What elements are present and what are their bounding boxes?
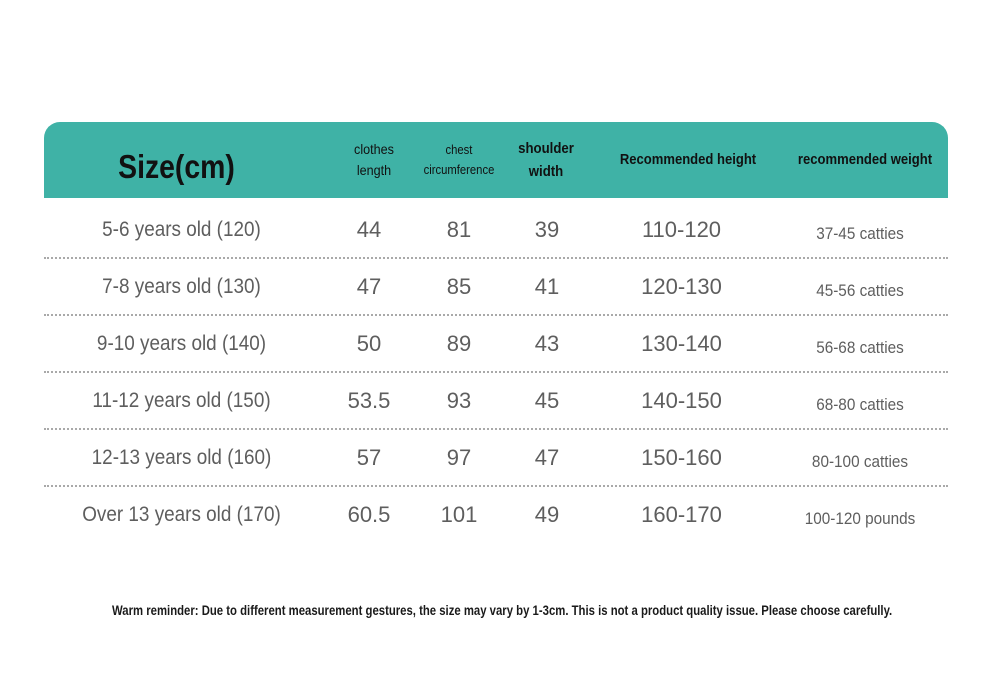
header-shoulder-width: shoulder width xyxy=(507,122,584,198)
cell-height: 110-120 xyxy=(641,216,722,242)
table-row: 11-12 years old (150) 53.5 93 45 140-150… xyxy=(44,373,948,430)
cell-clothes-length: 60.5 xyxy=(347,501,391,527)
cell-shoulder: 43 xyxy=(534,330,560,356)
cell-chest: 101 xyxy=(440,501,478,527)
warm-reminder-note: Warm reminder: Due to different measurem… xyxy=(112,603,893,618)
header-height-label: Recommended height xyxy=(619,152,757,168)
header-clothes-length: clothes length xyxy=(334,122,415,198)
table-row: 7-8 years old (130) 47 85 41 120-130 45-… xyxy=(44,259,948,316)
cell-weight: 56-68 catties xyxy=(816,337,904,357)
header-size: Size(cm) xyxy=(63,122,291,198)
header-chest-circumference: chest circumference xyxy=(414,122,504,198)
cell-shoulder: 49 xyxy=(534,501,560,527)
cell-clothes-length: 57 xyxy=(356,444,382,470)
cell-size: 7-8 years old (130) xyxy=(102,274,261,298)
cell-chest: 81 xyxy=(446,216,472,242)
cell-height: 140-150 xyxy=(641,387,722,413)
size-chart-table: Size(cm) clothes length chest circumfere… xyxy=(44,122,948,544)
header-clothes-length-line1: clothes xyxy=(354,141,394,157)
cell-weight: 45-56 catties xyxy=(816,280,904,300)
cell-height: 120-130 xyxy=(641,273,722,299)
cell-chest: 97 xyxy=(446,444,472,470)
cell-shoulder: 45 xyxy=(534,387,560,413)
cell-chest: 85 xyxy=(446,273,472,299)
cell-weight: 37-45 catties xyxy=(816,223,904,243)
cell-height: 160-170 xyxy=(641,501,722,527)
cell-chest: 93 xyxy=(446,387,472,413)
table-body: 5-6 years old (120) 44 81 39 110-120 37-… xyxy=(44,202,948,544)
header-clothes-length-line2: length xyxy=(356,162,392,178)
table-row: 12-13 years old (160) 57 97 47 150-160 8… xyxy=(44,430,948,487)
cell-shoulder: 47 xyxy=(534,444,560,470)
header-shoulder-line1: shoulder xyxy=(518,140,574,157)
header-chest-line2: circumference xyxy=(423,163,495,177)
header-weight-label: recommended weight xyxy=(797,152,933,168)
table-row: 9-10 years old (140) 50 89 43 130-140 56… xyxy=(44,316,948,373)
cell-size: 12-13 years old (160) xyxy=(91,445,272,469)
cell-shoulder: 39 xyxy=(534,216,560,242)
cell-size: 5-6 years old (120) xyxy=(102,217,261,241)
cell-weight: 100-120 pounds xyxy=(804,508,916,528)
cell-clothes-length: 44 xyxy=(356,216,382,242)
cell-weight: 68-80 catties xyxy=(816,394,904,414)
cell-shoulder: 41 xyxy=(534,273,560,299)
cell-clothes-length: 50 xyxy=(356,330,382,356)
header-recommended-weight: recommended weight xyxy=(788,122,943,198)
header-size-label: Size(cm) xyxy=(118,148,235,185)
table-row: 5-6 years old (120) 44 81 39 110-120 37-… xyxy=(44,202,948,259)
cell-height: 130-140 xyxy=(641,330,722,356)
cell-height: 150-160 xyxy=(641,444,722,470)
header-chest-line1: chest xyxy=(445,143,473,157)
cell-size: 11-12 years old (150) xyxy=(92,388,271,412)
table-header: Size(cm) clothes length chest circumfere… xyxy=(44,122,948,198)
cell-clothes-length: 53.5 xyxy=(347,387,391,413)
table-row: Over 13 years old (170) 60.5 101 49 160-… xyxy=(44,487,948,544)
cell-weight: 80-100 catties xyxy=(811,451,909,471)
header-shoulder-line2: width xyxy=(528,163,564,180)
cell-size: Over 13 years old (170) xyxy=(82,502,281,526)
cell-chest: 89 xyxy=(446,330,472,356)
header-recommended-height: Recommended height xyxy=(612,122,763,198)
cell-clothes-length: 47 xyxy=(356,273,382,299)
cell-size: 9-10 years old (140) xyxy=(96,331,267,355)
